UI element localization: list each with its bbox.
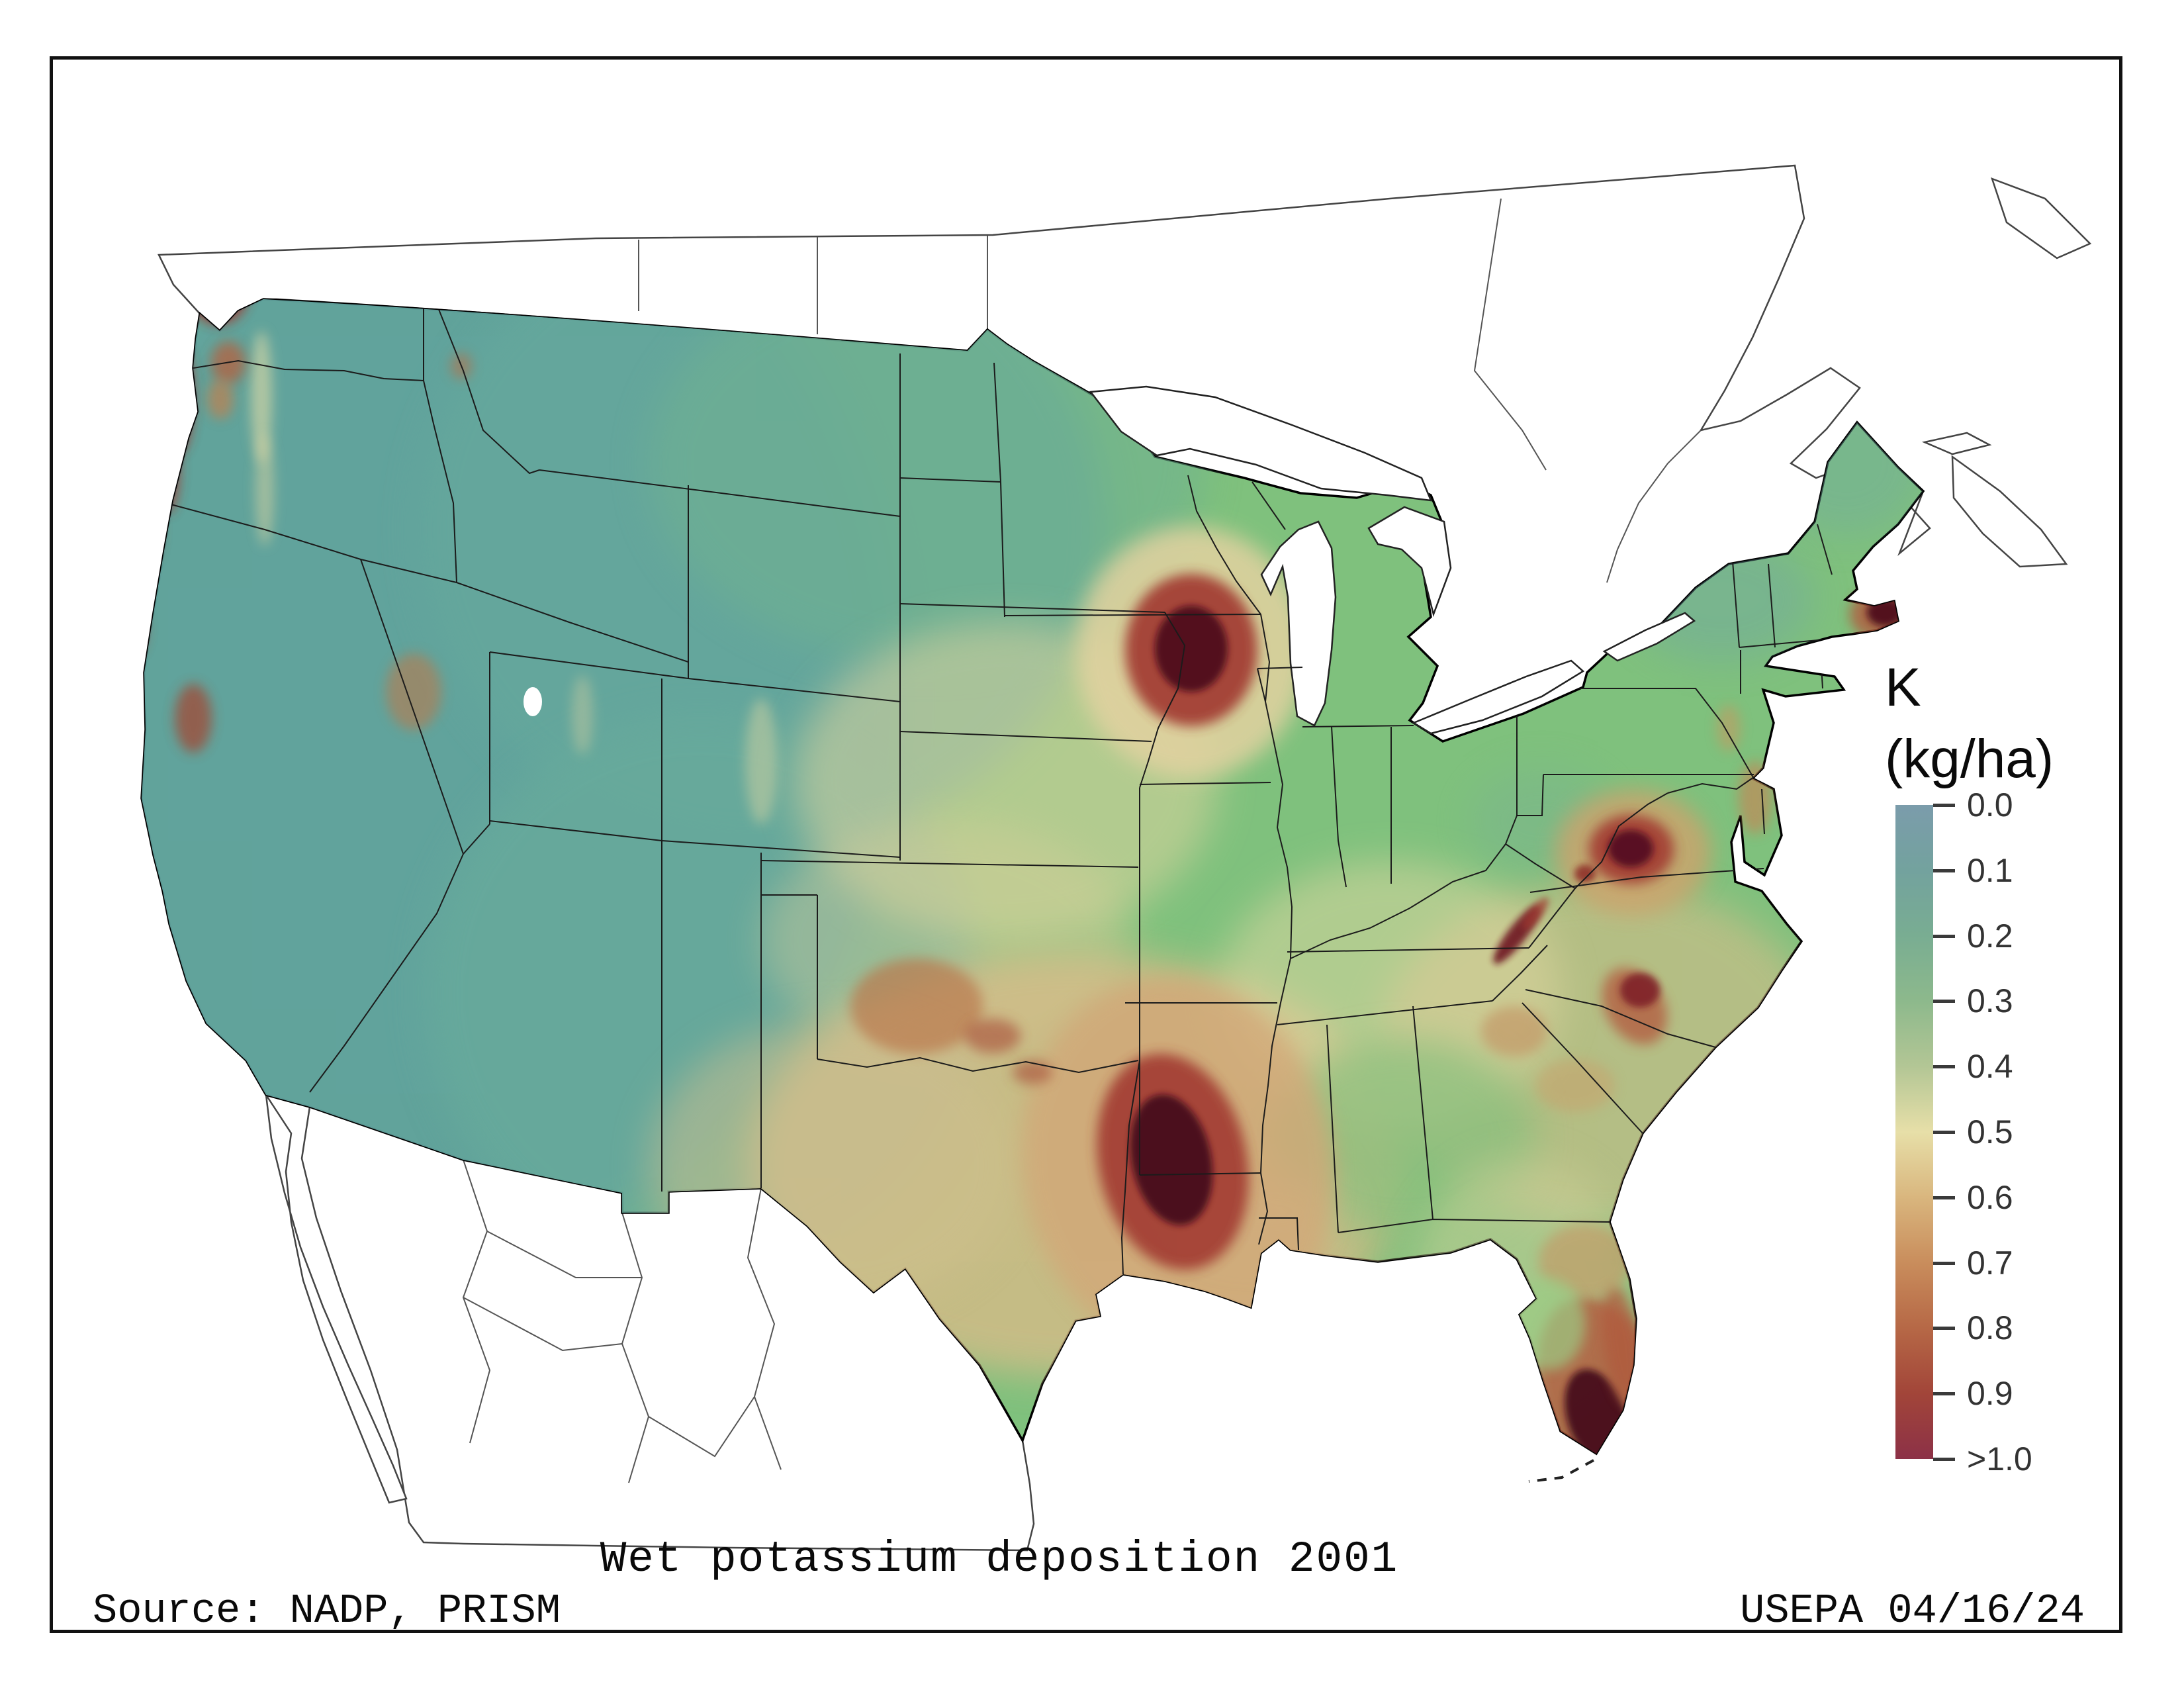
colorbar xyxy=(1895,805,1933,1459)
colorbar-tick xyxy=(1933,1065,1955,1068)
colorbar-tick xyxy=(1933,804,1955,807)
colorbar-tick xyxy=(1933,1458,1955,1461)
colorbar-tick-label: 0.2 xyxy=(1967,917,2126,955)
figure-page: K (kg/ha) 0.0 0.1 0.2 0.3 0.4 0.5 0.6 0.7 0.8 0.9… xyxy=(0,0,2184,1688)
colorbar-tick-label: 0.8 xyxy=(1967,1309,2126,1347)
colorbar-tick-label: 0.9 xyxy=(1967,1374,2126,1413)
colorbar-tick-label: 0.7 xyxy=(1967,1244,2126,1282)
page-border-frame xyxy=(50,56,2122,1633)
colorbar-tick xyxy=(1933,1196,1955,1199)
legend-title: K (kg/ha) xyxy=(1885,652,2054,795)
colorbar-tick xyxy=(1933,1392,1955,1395)
legend-variable: K xyxy=(1885,652,2054,724)
colorbar-tick-label: 0.4 xyxy=(1967,1047,2126,1086)
colorbar-tick xyxy=(1933,935,1955,938)
agency-date-stamp: USEPA 04/16/24 xyxy=(1740,1587,2085,1634)
figure-title: Wet potassium deposition 2001 xyxy=(0,1534,1999,1584)
colorbar-tick xyxy=(1933,1327,1955,1330)
colorbar-tick-label: 0.3 xyxy=(1967,982,2126,1020)
colorbar-tick-label: 0.0 xyxy=(1967,786,2126,824)
colorbar-tick-label: 0.1 xyxy=(1967,851,2126,890)
colorbar-tick-label: >1.0 xyxy=(1967,1440,2126,1478)
figure-source: Source: NADP, PRISM xyxy=(93,1587,561,1634)
colorbar-tick xyxy=(1933,869,1955,872)
legend-units: (kg/ha) xyxy=(1885,724,2054,795)
colorbar-tick xyxy=(1933,1131,1955,1134)
colorbar-tick-label: 0.5 xyxy=(1967,1113,2126,1151)
colorbar-tick-label: 0.6 xyxy=(1967,1178,2126,1217)
colorbar-tick xyxy=(1933,1000,1955,1003)
colorbar-tick xyxy=(1933,1262,1955,1265)
